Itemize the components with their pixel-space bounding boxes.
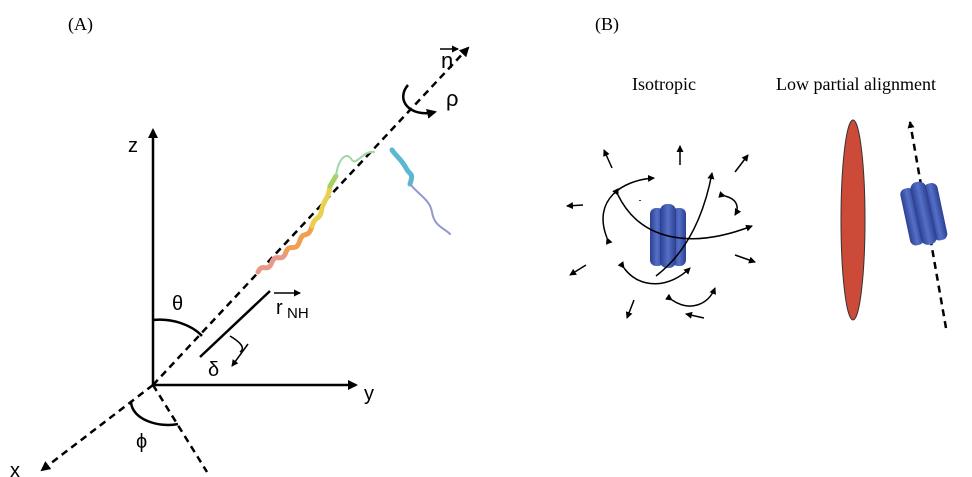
- alignment-label: Low partial alignment: [776, 74, 936, 94]
- delta-label: δ: [208, 359, 219, 381]
- projection: [153, 385, 207, 472]
- theta-arc: [153, 320, 202, 336]
- r-subscript: NH: [287, 305, 309, 322]
- phi-arc: [131, 402, 178, 425]
- figure: (A) z y x n ρ r NH θ: [0, 0, 972, 477]
- protein-cylinders: [898, 178, 948, 249]
- x-label: x: [10, 460, 20, 477]
- r-label: r: [276, 297, 283, 319]
- alignment-medium: [841, 120, 865, 320]
- r-nh-vector: [200, 291, 270, 357]
- panel-b: (B) Isotropic Low partial alignment: [567, 14, 949, 328]
- y-label: y: [364, 383, 374, 405]
- delta-arrow: [232, 344, 248, 366]
- z-label: z: [128, 135, 138, 157]
- panel-a: (A) z y x n ρ r NH θ: [10, 14, 468, 477]
- rho-label: ρ: [446, 86, 459, 111]
- theta-label: θ: [172, 293, 183, 315]
- protein: [258, 150, 450, 272]
- phi-label: ϕ: [136, 431, 147, 453]
- n-label: n: [441, 48, 453, 73]
- panel-label: (A): [68, 14, 93, 35]
- isotropic-label: Isotropic: [632, 74, 696, 94]
- delta-arc: [230, 336, 242, 352]
- x-axis: [42, 385, 153, 470]
- panel-label: (B): [595, 14, 619, 35]
